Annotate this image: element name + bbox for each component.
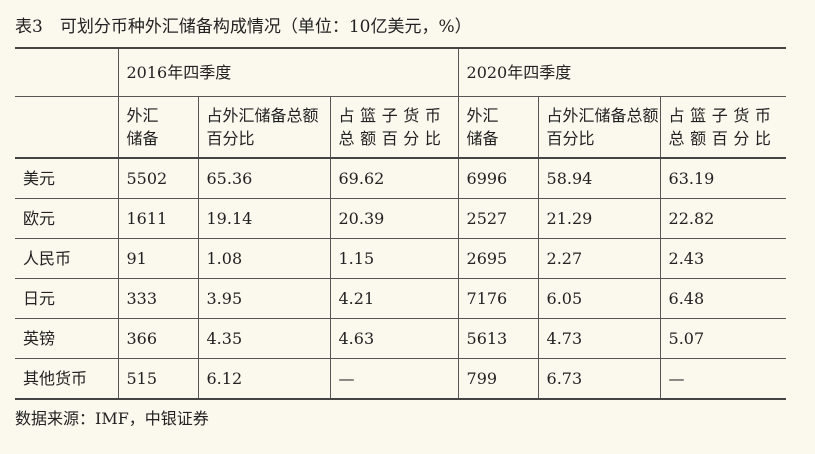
data-cell: 58.94 xyxy=(537,157,661,199)
data-cell: 4.21 xyxy=(329,278,459,319)
table-title: 表3 可划分币种外汇储备构成情况（单位：10亿美元，%） xyxy=(15,17,472,37)
data-cell: 2.27 xyxy=(537,238,661,279)
row-label: 美元 xyxy=(15,157,119,199)
data-cell: 6.73 xyxy=(537,358,661,400)
data-cell: 65.36 xyxy=(197,157,331,199)
data-cell: 799 xyxy=(457,358,539,400)
data-cell: 1.08 xyxy=(197,238,331,279)
data-cell: 6.05 xyxy=(537,278,661,319)
data-cell: 4.63 xyxy=(329,318,459,359)
data-table: 2016年四季度 2020年四季度 外汇储备 占外汇储备总额百分比 占篮子货币总额百分比… xyxy=(15,47,787,400)
subheader-row: 外汇储备 占外汇储备总额百分比 占篮子货币总额百分比 外汇储备 占外汇储备总额百分比 占篮… xyxy=(15,96,787,159)
subheader-text: 占篮子货币总额百分比 xyxy=(338,106,447,148)
data-cell: 20.39 xyxy=(329,198,459,239)
data-cell: 4.35 xyxy=(197,318,331,359)
data-row: 人民币 91 1.08 1.15 2695 2.27 2.43 xyxy=(15,238,787,279)
subheader-text: 占外汇储备总额百分比 xyxy=(546,106,659,148)
data-cell: 6.48 xyxy=(659,278,787,319)
data-row: 其他货币 515 6.12—799 6.73— xyxy=(15,358,787,400)
data-cell: 515 xyxy=(117,358,199,400)
subheader-cell: 占篮子货币总额百分比 xyxy=(329,96,459,159)
subheader-text: 外汇储备 xyxy=(466,106,499,148)
data-cell: 2695 xyxy=(457,238,539,279)
subheader-text: 占篮子货币总额百分比 xyxy=(668,106,777,148)
subheader-cell: 占篮子货币总额百分比 xyxy=(659,96,787,159)
data-cell: — xyxy=(329,358,459,400)
subheader-cell: 外汇储备 xyxy=(117,96,199,159)
data-cell: 21.29 xyxy=(537,198,661,239)
row-label: 其他货币 xyxy=(15,358,119,400)
data-cell: 2.43 xyxy=(659,238,787,279)
data-cell: 5.07 xyxy=(659,318,787,359)
row-label: 欧元 xyxy=(15,198,119,239)
data-cell: 6996 xyxy=(457,157,539,199)
row-label: 日元 xyxy=(15,278,119,319)
data-row: 英镑 366 4.35 4.63 5613 4.73 5.07 xyxy=(15,318,787,359)
data-cell: 19.14 xyxy=(197,198,331,239)
data-row: 欧元 1611 19.14 20.39 2527 21.29 22.82 xyxy=(15,198,787,239)
data-cell: 2527 xyxy=(457,198,539,239)
row-label: 人民币 xyxy=(15,238,119,279)
data-cell: 91 xyxy=(117,238,199,279)
data-cell: 1611 xyxy=(117,198,199,239)
header-row: 2016年四季度 2020年四季度 xyxy=(15,47,787,97)
source-note: 数据来源：IMF，中银证券 xyxy=(15,409,209,428)
subheader-cell: 外汇储备 xyxy=(457,96,539,159)
data-cell: 6.12 xyxy=(197,358,331,400)
data-cell: 3.95 xyxy=(197,278,331,319)
data-cell: 5502 xyxy=(117,157,199,199)
data-cell: 333 xyxy=(117,278,199,319)
data-cell: 5613 xyxy=(457,318,539,359)
subheader-text: 占外汇储备总额百分比 xyxy=(206,106,319,148)
data-cell: — xyxy=(659,358,787,400)
subheader-cell: 占外汇储备总额百分比 xyxy=(197,96,331,159)
subheader-text: 外汇储备 xyxy=(126,106,159,148)
header-cell xyxy=(15,47,119,97)
data-cell: 1.15 xyxy=(329,238,459,279)
subheader-cell: 占外汇储备总额百分比 xyxy=(537,96,661,159)
row-label: 英镑 xyxy=(15,318,119,359)
data-cell: 69.62 xyxy=(329,157,459,199)
header-group-cell: 2020年四季度 xyxy=(457,47,787,97)
data-cell: 366 xyxy=(117,318,199,359)
data-cell: 4.73 xyxy=(537,318,661,359)
header-group-cell: 2016年四季度 xyxy=(117,47,459,97)
data-row: 美元 5502 65.36 69.62 6996 58.94 63.19 xyxy=(15,157,787,199)
data-row: 日元 333 3.95 4.21 7176 6.05 6.48 xyxy=(15,278,787,319)
data-cell: 7176 xyxy=(457,278,539,319)
data-cell: 63.19 xyxy=(659,157,787,199)
data-cell: 22.82 xyxy=(659,198,787,239)
header-cell xyxy=(15,96,119,159)
